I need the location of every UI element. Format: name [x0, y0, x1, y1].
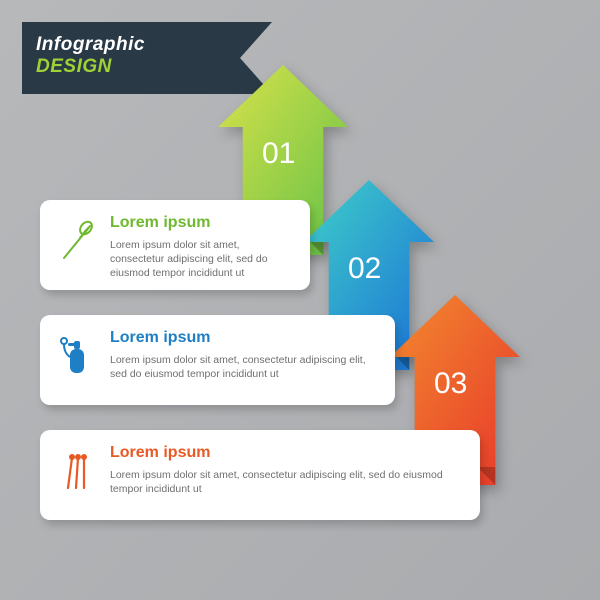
infographic-stage: Infographic DESIGN 01 [0, 0, 600, 600]
matches-icon [58, 448, 94, 492]
header-line1: Infographic [36, 34, 145, 55]
arrow-number: 03 [434, 367, 467, 401]
fork-icon [58, 218, 94, 262]
info-card-3: Lorem ipsum Lorem ipsum dolor sit amet, … [40, 430, 480, 520]
info-card-1: Lorem ipsum Lorem ipsum dolor sit amet, … [40, 200, 310, 290]
card-title: Lorem ipsum [110, 329, 377, 347]
card-title: Lorem ipsum [110, 214, 292, 232]
info-card-2: Lorem ipsum Lorem ipsum dolor sit amet, … [40, 315, 395, 405]
card-title: Lorem ipsum [110, 444, 462, 462]
card-body: Lorem ipsum dolor sit amet, consectetur … [110, 468, 462, 496]
card-body: Lorem ipsum dolor sit amet, consectetur … [110, 238, 292, 281]
arrow-number: 01 [262, 137, 295, 171]
header-line2: DESIGN [36, 56, 145, 78]
arrow-number: 02 [348, 252, 381, 286]
header-title: Infographic DESIGN [36, 34, 145, 78]
card-body: Lorem ipsum dolor sit amet, consectetur … [110, 353, 377, 381]
extinguisher-icon [58, 333, 94, 377]
